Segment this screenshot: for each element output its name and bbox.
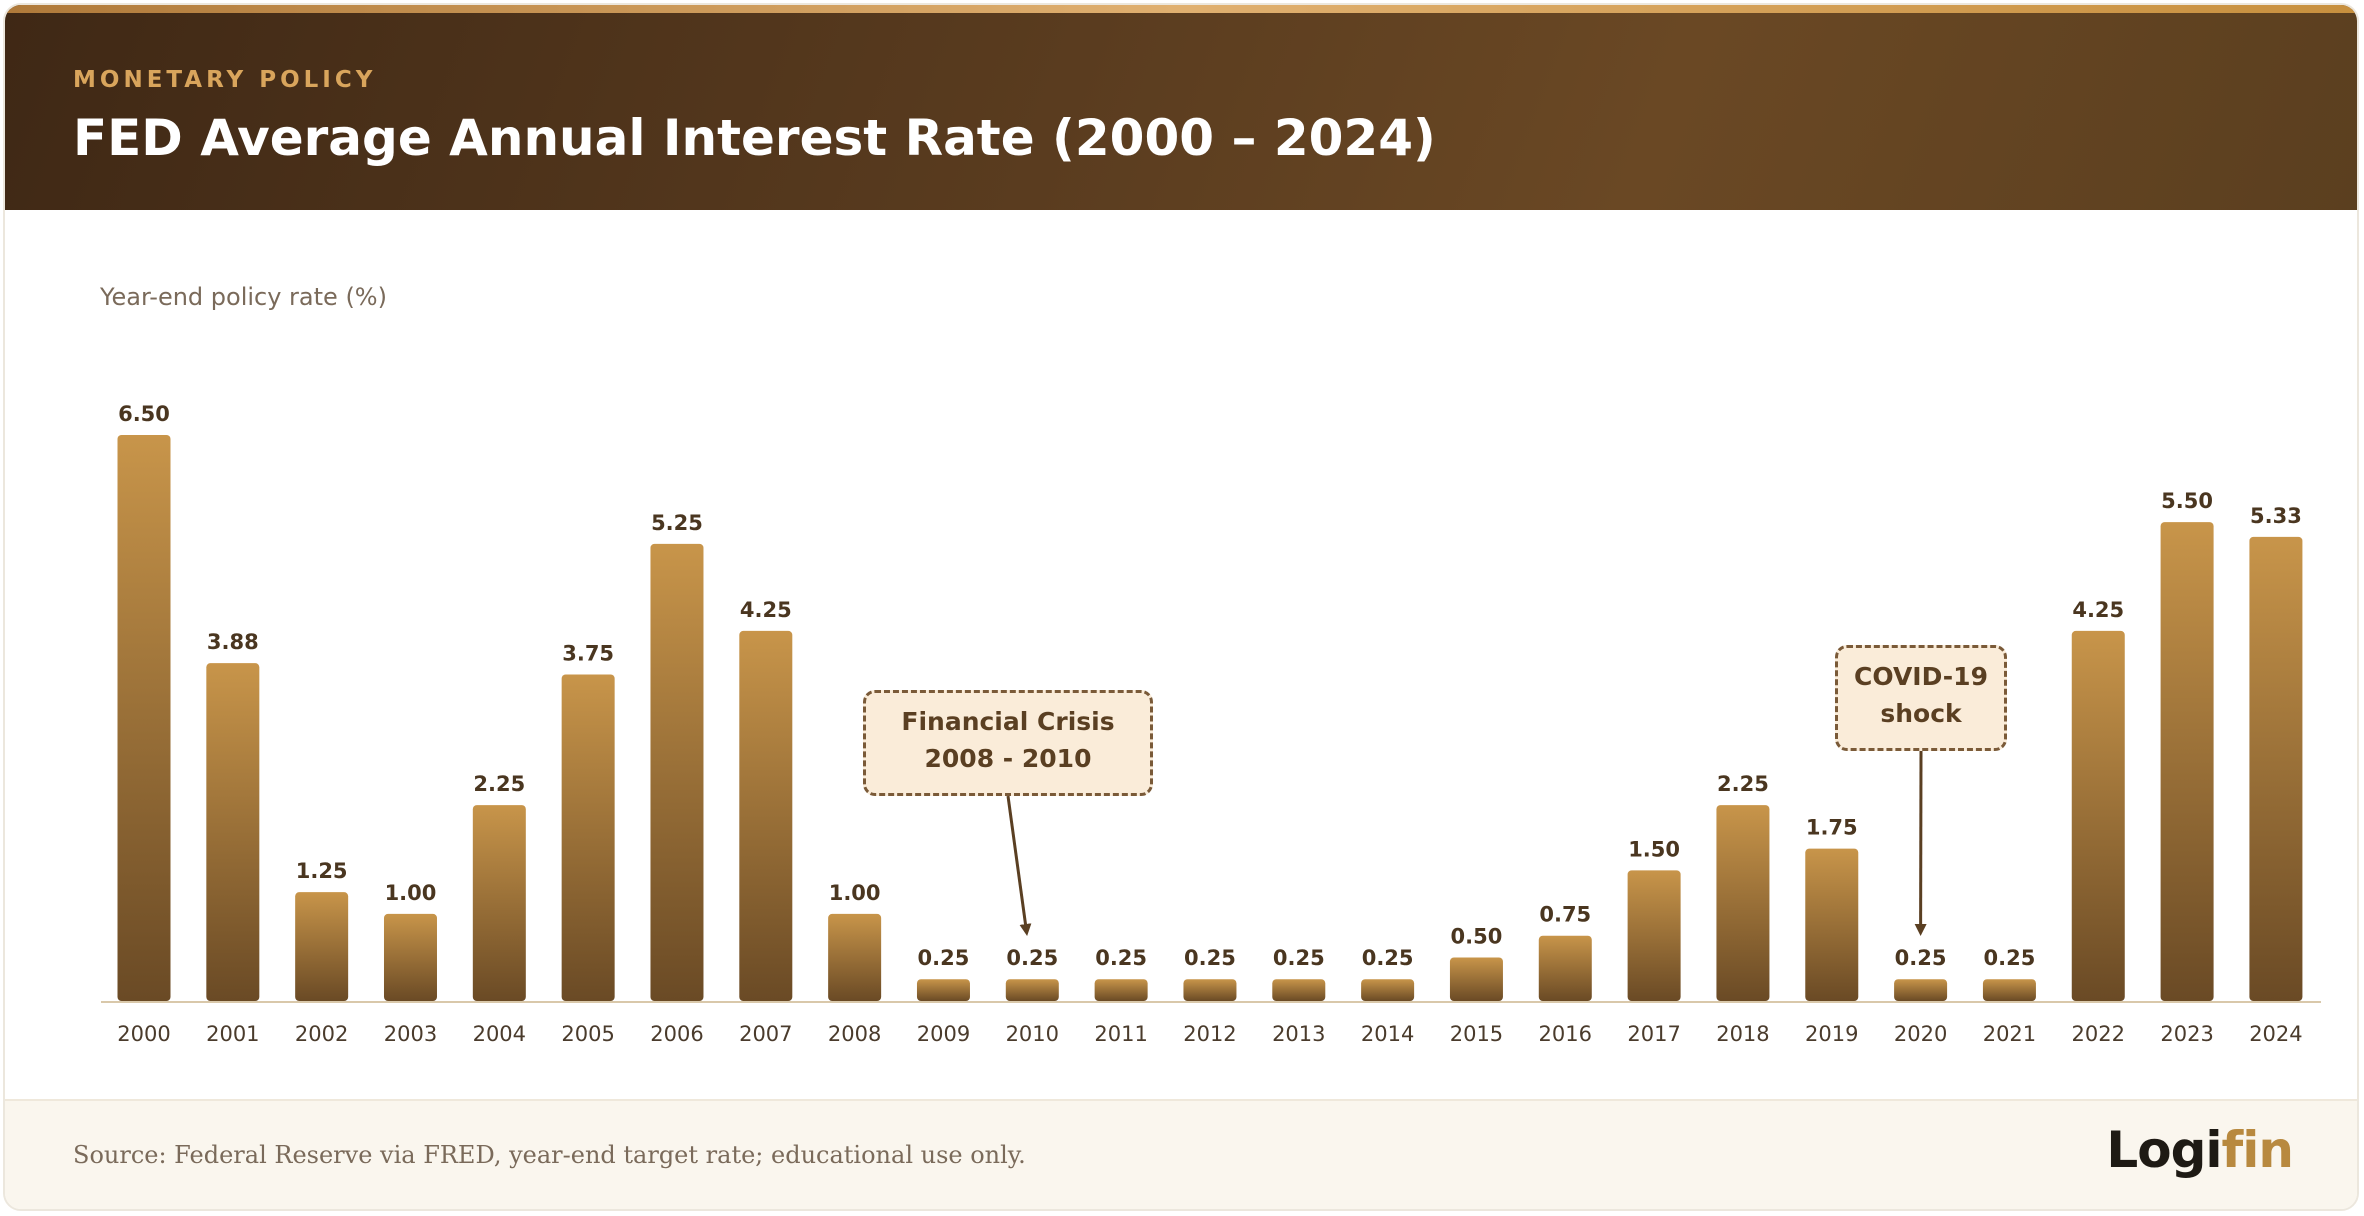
x-tick-2011: 2011 <box>1094 1022 1147 1046</box>
value-label-2000: 6.50 <box>118 402 170 426</box>
value-label-2020: 0.25 <box>1895 946 1947 970</box>
x-tick-2008: 2008 <box>828 1022 881 1046</box>
annotation-line: 2008 - 2010 <box>924 744 1092 773</box>
bar-2024 <box>2249 536 2303 1001</box>
value-label-2001: 3.88 <box>207 630 259 654</box>
bar-2001 <box>206 663 260 1001</box>
bar-chart: 6.50 2000 3.88 2001 1.25 2002 1.00 2003 2.25 2004… <box>101 402 2321 1046</box>
x-tick-2010: 2010 <box>1006 1022 1059 1046</box>
value-label-2005: 3.75 <box>562 641 614 665</box>
value-label-2004: 2.25 <box>473 772 525 796</box>
value-label-2019: 1.75 <box>1806 816 1858 840</box>
value-label-2012: 0.25 <box>1184 946 1236 970</box>
value-label-2009: 0.25 <box>918 946 970 970</box>
x-tick-2012: 2012 <box>1183 1022 1236 1046</box>
bar-2016 <box>1538 935 1592 1001</box>
page-title: FED Average Annual Interest Rate (2000 –… <box>73 109 1436 167</box>
value-label-2011: 0.25 <box>1095 946 1147 970</box>
annotation-financial-crisis: Financial Crisis 2008 - 2010 <box>863 690 1153 796</box>
logo-part: Logi <box>2106 1121 2222 1179</box>
x-tick-2015: 2015 <box>1450 1022 1503 1046</box>
bar-2017 <box>1627 870 1681 1001</box>
bar-2005 <box>561 674 615 1001</box>
bar-2011 <box>1094 979 1148 1001</box>
x-tick-2000: 2000 <box>117 1022 170 1046</box>
header: MONETARY POLICY FED Average Annual Inter… <box>5 5 2357 210</box>
source-note: Source: Federal Reserve via FRED, year-e… <box>73 1141 1026 1169</box>
x-tick-2002: 2002 <box>295 1022 348 1046</box>
x-tick-2019: 2019 <box>1805 1022 1858 1046</box>
x-tick-2022: 2022 <box>2072 1022 2125 1046</box>
y-axis-label: Year-end policy rate (%) <box>100 283 387 311</box>
annotation-line: COVID-19 <box>1854 662 1988 691</box>
x-tick-2017: 2017 <box>1627 1022 1680 1046</box>
annotation-line: shock <box>1880 699 1962 728</box>
bar-2015 <box>1449 957 1503 1001</box>
bar-2013 <box>1272 979 1326 1001</box>
annotation-arrow-0 <box>1006 795 1032 936</box>
annotation-line: Financial Crisis <box>901 707 1115 736</box>
x-tick-2021: 2021 <box>1983 1022 2036 1046</box>
value-label-2015: 0.50 <box>1451 924 1503 948</box>
x-tick-2013: 2013 <box>1272 1022 1325 1046</box>
bar-2018 <box>1716 805 1770 1001</box>
header-accent <box>5 5 2357 13</box>
bar-2004 <box>472 805 526 1001</box>
value-label-2013: 0.25 <box>1273 946 1325 970</box>
annotation-covid-shock: COVID-19 shock <box>1835 645 2007 751</box>
value-label-2023: 5.50 <box>2161 489 2213 513</box>
kicker: MONETARY POLICY <box>73 67 377 93</box>
bar-2021 <box>1982 979 2036 1001</box>
value-label-2007: 4.25 <box>740 598 792 622</box>
bar-2002 <box>295 892 349 1001</box>
x-tick-2007: 2007 <box>739 1022 792 1046</box>
value-label-2021: 0.25 <box>1984 946 2036 970</box>
bar-2000 <box>117 435 171 1001</box>
value-label-2017: 1.50 <box>1628 837 1680 861</box>
bar-2009 <box>916 979 970 1001</box>
x-tick-2001: 2001 <box>206 1022 259 1046</box>
logo-part: fin <box>2221 1121 2294 1179</box>
value-label-2002: 1.25 <box>296 859 348 883</box>
x-tick-2009: 2009 <box>917 1022 970 1046</box>
bar-2023 <box>2160 522 2214 1001</box>
value-label-2003: 1.00 <box>385 881 437 905</box>
x-tick-2005: 2005 <box>561 1022 614 1046</box>
value-label-2014: 0.25 <box>1362 946 1414 970</box>
bar-2014 <box>1361 979 1415 1001</box>
value-label-2022: 4.25 <box>2072 598 2124 622</box>
logo: Logifin <box>2106 1121 2294 1179</box>
value-label-2018: 2.25 <box>1717 772 1769 796</box>
bar-2010 <box>1005 979 1059 1001</box>
bar-2006 <box>650 543 704 1001</box>
bar-2019 <box>1805 848 1859 1001</box>
bar-2022 <box>2071 630 2125 1001</box>
bar-2003 <box>383 913 437 1001</box>
x-tick-2024: 2024 <box>2249 1022 2302 1046</box>
bar-2008 <box>828 913 882 1001</box>
bar-2012 <box>1183 979 1237 1001</box>
x-tick-2018: 2018 <box>1716 1022 1769 1046</box>
footer: Source: Federal Reserve via FRED, year-e… <box>5 1099 2357 1209</box>
x-tick-2006: 2006 <box>650 1022 703 1046</box>
x-tick-2004: 2004 <box>473 1022 526 1046</box>
bar-2020 <box>1894 979 1948 1001</box>
x-tick-2016: 2016 <box>1539 1022 1592 1046</box>
x-tick-2014: 2014 <box>1361 1022 1414 1046</box>
chart-card: MONETARY POLICY FED Average Annual Inter… <box>3 3 2359 1211</box>
value-label-2016: 0.75 <box>1539 903 1591 927</box>
x-tick-2023: 2023 <box>2160 1022 2213 1046</box>
x-tick-2003: 2003 <box>384 1022 437 1046</box>
value-label-2008: 1.00 <box>829 881 881 905</box>
bar-2007 <box>739 630 793 1001</box>
x-tick-2020: 2020 <box>1894 1022 1947 1046</box>
value-label-2010: 0.25 <box>1006 946 1058 970</box>
value-label-2006: 5.25 <box>651 511 703 535</box>
value-label-2024: 5.33 <box>2250 504 2302 528</box>
